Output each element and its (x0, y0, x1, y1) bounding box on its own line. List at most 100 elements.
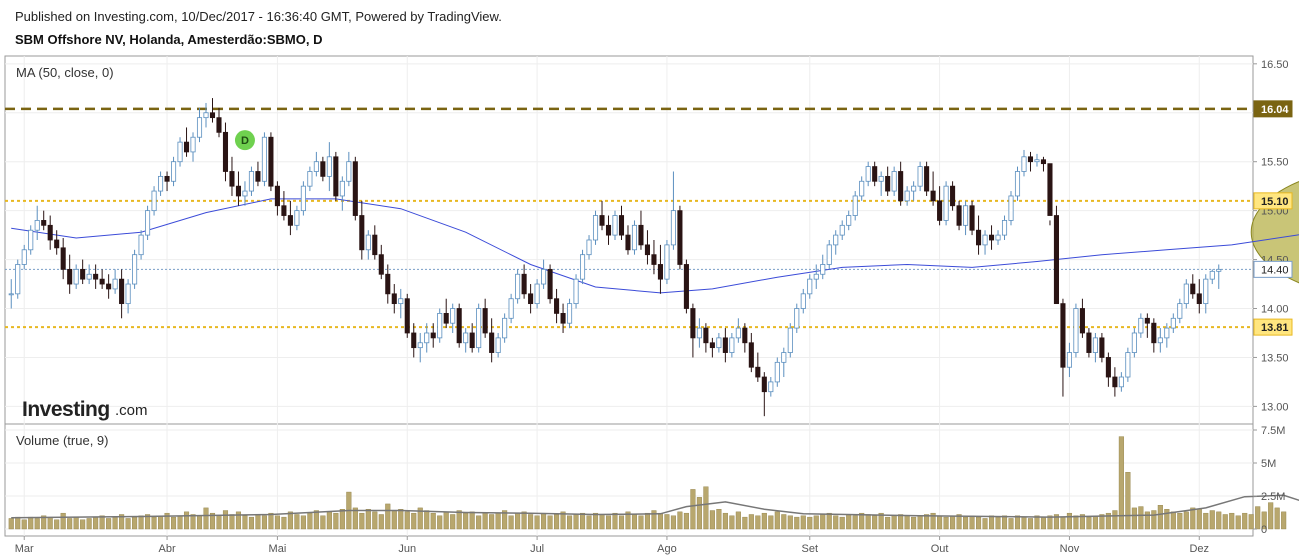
candle-body (1053, 215, 1059, 305)
volume-bar (469, 511, 475, 530)
volume-bar (67, 518, 73, 530)
candle-body (800, 293, 806, 309)
volume-bar (456, 510, 462, 530)
volume-bar (1125, 472, 1131, 530)
candle-body (281, 205, 287, 216)
candle-body (1157, 337, 1163, 344)
volume-bar (378, 514, 384, 530)
volume-bar (1079, 514, 1085, 530)
volume-bar (183, 511, 190, 530)
candle-body (703, 327, 709, 344)
volume-bar (482, 512, 488, 530)
candle-body (521, 273, 527, 295)
candle-body (1092, 337, 1098, 353)
horizontal-levels[interactable] (5, 107, 1253, 329)
candle-body (839, 224, 845, 236)
candle-body (865, 166, 871, 182)
volume-bar (80, 519, 86, 530)
volume-bar (787, 515, 793, 530)
volume-bar (151, 516, 157, 530)
volume-bar (1138, 506, 1144, 530)
candle-body (885, 175, 891, 192)
volume-bar (904, 515, 910, 530)
volume-bar (86, 518, 92, 530)
volume-bar (216, 515, 222, 530)
volume-bar (313, 510, 319, 530)
candle-body (911, 185, 917, 192)
volume-bar (1021, 516, 1027, 530)
candle-body (774, 361, 780, 383)
volume-bar (709, 510, 715, 530)
volume-bar (430, 512, 436, 530)
candle-body (534, 283, 540, 305)
volume-bar (748, 514, 754, 530)
volume-bar (1242, 512, 1248, 530)
volume-bar (1001, 515, 1008, 530)
candle-body (177, 141, 183, 163)
candle-body (21, 249, 27, 265)
candle-body (554, 298, 560, 314)
volume-bar (988, 515, 995, 530)
volume-bar (372, 511, 378, 530)
volume-bar (930, 512, 936, 530)
time-tick-label: Ago (657, 543, 677, 555)
volume-bar (476, 515, 482, 530)
volume-bar (339, 509, 345, 530)
volume-bar (722, 512, 728, 530)
price-tick-label: 15.50 (1261, 157, 1289, 169)
candle-body (326, 156, 332, 177)
candle-body (158, 175, 164, 192)
volume-bar (255, 514, 261, 530)
candle-body (183, 141, 190, 153)
candle-body (528, 293, 534, 305)
candle-body (339, 180, 345, 197)
highlight-circle[interactable] (1250, 166, 1299, 299)
volume-bar (391, 510, 397, 530)
volume-bar (573, 514, 579, 530)
candle-body (1079, 308, 1085, 334)
volume-bar (1014, 515, 1021, 530)
candle-body (99, 278, 105, 285)
candle-body (982, 234, 988, 246)
volume-bar (119, 514, 125, 530)
volume-bar (359, 512, 365, 530)
volume-bar (703, 486, 709, 530)
volume-indicator-label: Volume (true, 9) (16, 433, 109, 448)
volume-bar (1040, 516, 1047, 530)
candle-body (917, 166, 923, 187)
volume-bar (138, 515, 144, 530)
candle-body (846, 215, 852, 226)
candle-body (1131, 332, 1137, 353)
volume-bar (911, 516, 917, 530)
volume-bar (463, 512, 469, 530)
price-tags: 16.04 15.10 14.40 13.81 (1253, 100, 1293, 336)
volume-bar (618, 515, 625, 530)
volume-bar (1060, 516, 1066, 530)
volume-bar (417, 507, 423, 530)
candle-body (1040, 159, 1047, 165)
candle-body (469, 332, 475, 349)
candle-body (411, 332, 417, 349)
candle-body (261, 136, 267, 182)
candle-body (586, 239, 592, 256)
volume-bar (924, 514, 930, 530)
candle-body (787, 327, 793, 353)
time-tick-label: Mai (269, 543, 287, 555)
volume-bar (982, 518, 988, 530)
candle-body (242, 190, 248, 197)
candle-body (859, 180, 865, 197)
volume-bar (800, 515, 806, 530)
volume-bar (73, 516, 79, 530)
volume-bar (1164, 509, 1170, 530)
candle-body (391, 293, 397, 305)
volume-bar (859, 512, 865, 530)
volume-bar (878, 512, 884, 530)
volume-bar (813, 515, 819, 530)
candle-body (450, 308, 456, 324)
volume-bar (677, 511, 683, 530)
candle-body (67, 268, 73, 285)
candle-body (963, 205, 969, 226)
volume-bar (528, 514, 534, 530)
markers[interactable]: DPPP (234, 130, 1299, 279)
